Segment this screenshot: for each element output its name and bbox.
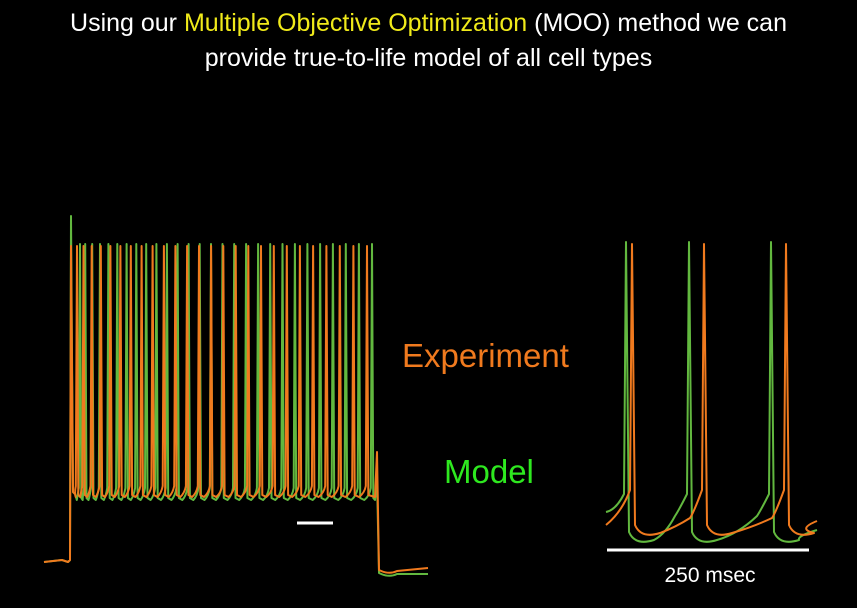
slide-title: Using our Multiple Objective Optimizatio… [0, 6, 857, 76]
model-zoom-trace [605, 241, 818, 543]
title-prefix: Using our [70, 9, 184, 37]
experiment-zoom-trace [605, 243, 818, 536]
title-line-2: provide true-to-life model of all cell t… [204, 44, 653, 72]
experiment-label: Experiment [402, 337, 569, 374]
title-highlight: Multiple Objective Optimization [183, 9, 528, 37]
scale-bar-label: 250 msec [664, 564, 756, 587]
title-suffix: (MOO) method we can [527, 9, 787, 37]
experiment-spike-train [43, 245, 429, 574]
model-label: Model [444, 453, 534, 490]
title-line-1: Using our Multiple Objective Optimizatio… [0, 6, 857, 41]
